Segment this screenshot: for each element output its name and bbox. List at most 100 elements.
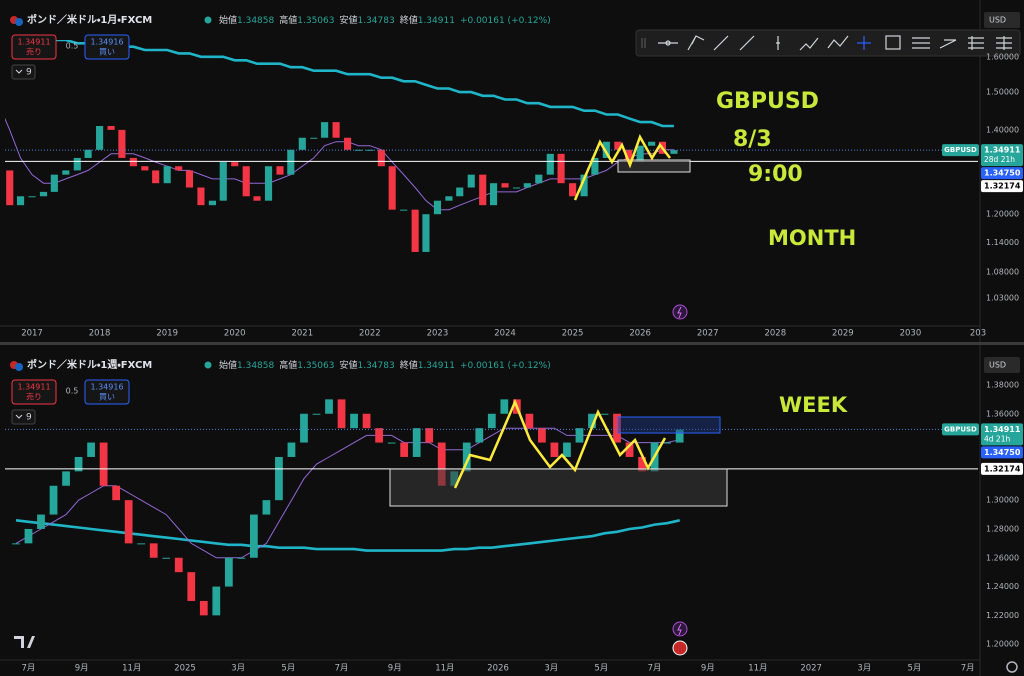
tool-measure[interactable] — [996, 36, 1012, 50]
symbol-tag-bg — [942, 144, 979, 157]
sell-label: 売り — [26, 47, 42, 57]
y-tick-label: 1.24000 — [986, 582, 1019, 591]
toolbar-bg — [635, 29, 1021, 57]
ohlc-label: 終値 — [400, 14, 418, 26]
candle — [411, 209, 419, 252]
candle — [500, 399, 509, 414]
drawing-toolbar — [635, 29, 1021, 57]
candle — [563, 442, 571, 457]
sell-button[interactable] — [11, 379, 57, 405]
range-box — [389, 468, 728, 507]
tool-ray[interactable] — [739, 35, 755, 51]
sell-button[interactable] — [11, 34, 57, 60]
candle — [107, 125, 115, 130]
buy-price: 1.34916 — [90, 38, 123, 47]
candle — [199, 600, 208, 616]
buy-price: 1.34916 — [90, 383, 123, 392]
spread: 0.5 — [66, 42, 79, 51]
candle — [212, 586, 221, 616]
currency-select[interactable] — [984, 12, 1020, 28]
candle — [575, 428, 584, 443]
y-tick-label: 1.20000 — [986, 640, 1019, 649]
countdown: 28d 21h — [984, 155, 1015, 164]
candle — [96, 125, 104, 150]
buy-label: 買い — [99, 393, 115, 402]
country-flag[interactable] — [672, 640, 688, 656]
indicator-toggle[interactable] — [11, 409, 36, 425]
tradingview-logo[interactable] — [14, 636, 35, 648]
candle — [591, 157, 599, 175]
y-tick-label: 1.08000 — [986, 267, 1019, 276]
candle — [174, 557, 183, 573]
ohlc-label: 高値 — [279, 359, 297, 371]
tool-brush[interactable] — [687, 35, 705, 51]
candle — [557, 153, 565, 184]
tool-channel[interactable] — [939, 39, 957, 49]
symbol-name[interactable]: ポンド／米ドル・1週・FXCM — [27, 358, 152, 371]
candle — [242, 166, 250, 197]
ohlc: 始値1.34858 高値1.35063 安値1.34783 終値1.34911 +0.0… — [219, 14, 551, 26]
annotation: 8/3 — [733, 127, 772, 152]
tool-path[interactable] — [799, 37, 819, 51]
price-label: 1.34911 — [984, 146, 1021, 155]
tool-hline[interactable] — [658, 40, 678, 46]
candle — [262, 500, 271, 515]
symbol-tag: GBPUSD — [944, 146, 977, 154]
tool-rect[interactable] — [885, 35, 901, 50]
currency-select[interactable] — [984, 357, 1020, 373]
settings-icon[interactable] — [1006, 661, 1018, 673]
candle — [600, 413, 609, 415]
candle — [62, 170, 70, 175]
price-label-bg — [981, 423, 1023, 446]
candle — [433, 200, 442, 215]
buy-button[interactable] — [84, 34, 130, 60]
price-label-bg — [981, 446, 1023, 459]
tool-vline[interactable] — [776, 36, 780, 50]
candle — [310, 137, 318, 139]
zigzag-drawing — [573, 134, 671, 201]
indicator-toggle[interactable] — [11, 64, 36, 80]
x-tick-label: 2018 — [89, 329, 111, 339]
event-icon[interactable] — [672, 621, 688, 637]
candle — [163, 166, 171, 184]
candle — [648, 141, 656, 146]
indicator-count: 9 — [26, 413, 32, 423]
price-label: 1.34911 — [984, 425, 1021, 434]
x-tick-label: 7月 — [961, 664, 975, 674]
symbol-name[interactable]: ポンド／米ドル・1月・FXCM — [27, 13, 152, 26]
candle — [332, 122, 340, 138]
candle — [422, 214, 430, 252]
sell-label: 売り — [26, 392, 42, 402]
x-tick-label: 2027 — [697, 329, 719, 339]
candle — [337, 399, 346, 429]
tool-fib[interactable] — [912, 37, 930, 49]
x-tick-label: 11月 — [748, 664, 767, 674]
candle — [87, 442, 95, 457]
candle — [298, 137, 306, 150]
buy-button[interactable] — [84, 379, 130, 405]
candle — [137, 543, 146, 545]
ohlc-label: 終値 — [400, 359, 418, 371]
tool-levels[interactable] — [968, 36, 984, 50]
tool-crosshair[interactable] — [857, 36, 871, 50]
toolbar-handle[interactable] — [641, 38, 646, 48]
y-tick-label: 1.30000 — [986, 496, 1019, 505]
candle — [237, 557, 246, 559]
candle — [300, 413, 308, 443]
candle — [614, 141, 622, 150]
candle — [675, 429, 684, 443]
x-tick-label: 7月 — [22, 664, 36, 674]
tool-zigzag[interactable] — [827, 35, 849, 49]
event-icon[interactable] — [672, 304, 688, 320]
tool-trendline[interactable] — [713, 35, 729, 51]
annotation: 9:00 — [748, 162, 803, 187]
x-tick-label: 5月 — [594, 664, 608, 674]
x-tick-label: 2026 — [629, 329, 651, 339]
candle — [387, 442, 396, 444]
x-tick-label: 5月 — [907, 664, 921, 674]
sell-price: 1.34911 — [17, 38, 50, 47]
candle — [625, 149, 633, 163]
market-status — [204, 361, 212, 369]
